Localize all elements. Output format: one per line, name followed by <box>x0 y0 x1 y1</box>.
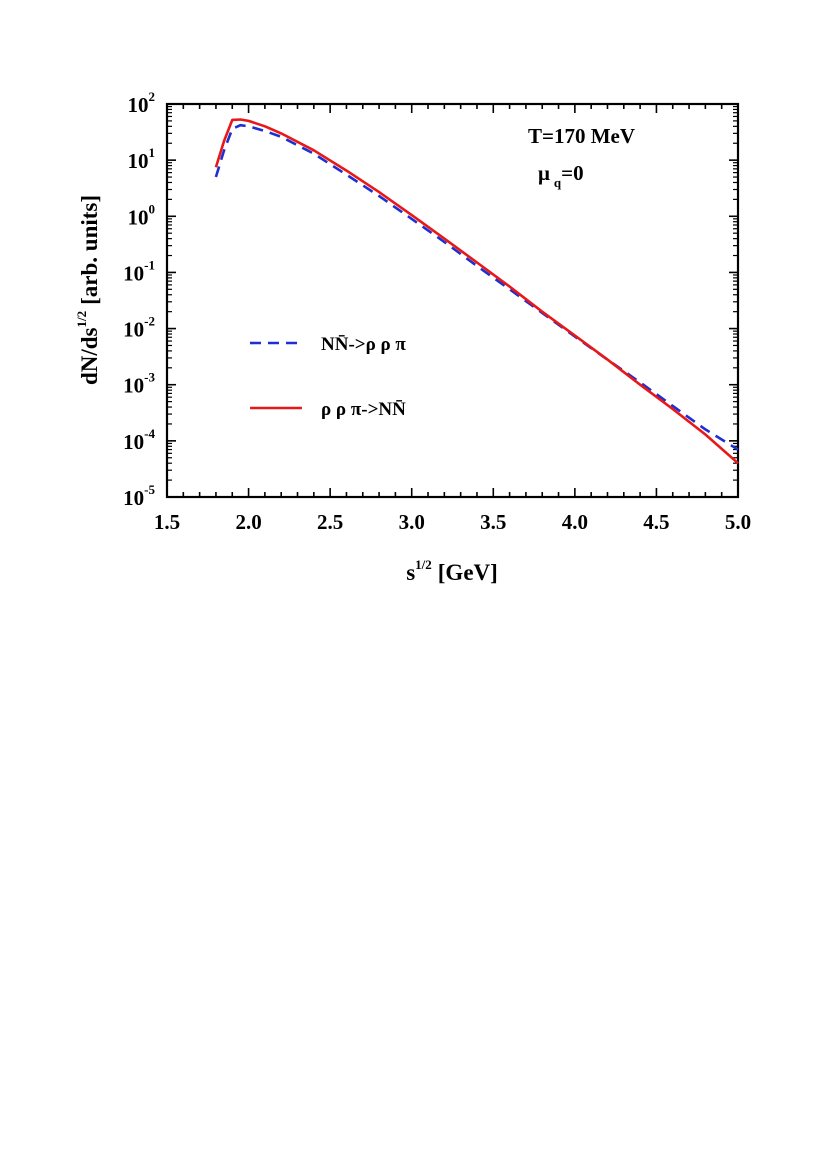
y-tick-labels: 102 101 100 10-1 10-2 10-3 10-4 10-5 <box>123 89 155 510</box>
x-tick-label: 2.0 <box>235 510 261 534</box>
x-tick-label: 1.5 <box>154 510 180 534</box>
legend: NN̄->ρ ρ π ρ ρ π->NN̄ <box>250 334 406 420</box>
legend-label-dashed: NN̄->ρ ρ π <box>321 334 406 355</box>
chemical-potential-annotation: μ q=0 <box>538 161 584 190</box>
x-tick-label: 3.5 <box>480 510 506 534</box>
y-axis-title: dN/ds1/2[arb. units] <box>74 195 102 385</box>
y-tick-label: 10-4 <box>123 426 155 454</box>
y-tick-label: 10-2 <box>123 314 155 342</box>
x-tick-label: 2.5 <box>317 510 343 534</box>
y-tick-label: 102 <box>128 89 156 117</box>
x-tick-label: 5.0 <box>725 510 751 534</box>
series-line-solid <box>214 118 739 465</box>
x-tick-label: 4.0 <box>562 510 588 534</box>
x-axis-title: s1/2 [GeV] <box>406 557 498 585</box>
series-lines <box>214 118 739 465</box>
legend-label-solid: ρ ρ π->NN̄ <box>321 399 406 420</box>
x-tick-label: 3.0 <box>399 510 425 534</box>
y-tick-label: 10-3 <box>123 370 155 398</box>
x-tick-labels: 1.5 2.0 2.5 3.0 3.5 4.0 4.5 5.0 <box>154 510 751 534</box>
y-tick-label: 10-1 <box>123 257 155 285</box>
temperature-annotation: T=170 MeV <box>528 124 635 148</box>
x-tick-label: 4.5 <box>643 510 669 534</box>
y-tick-label: 100 <box>128 201 156 229</box>
y-tick-label: 10-5 <box>123 482 155 510</box>
series-line-dashed <box>214 123 739 451</box>
plot-frame <box>165 102 740 499</box>
tick-marks <box>166 103 739 498</box>
y-tick-label: 101 <box>128 145 156 173</box>
